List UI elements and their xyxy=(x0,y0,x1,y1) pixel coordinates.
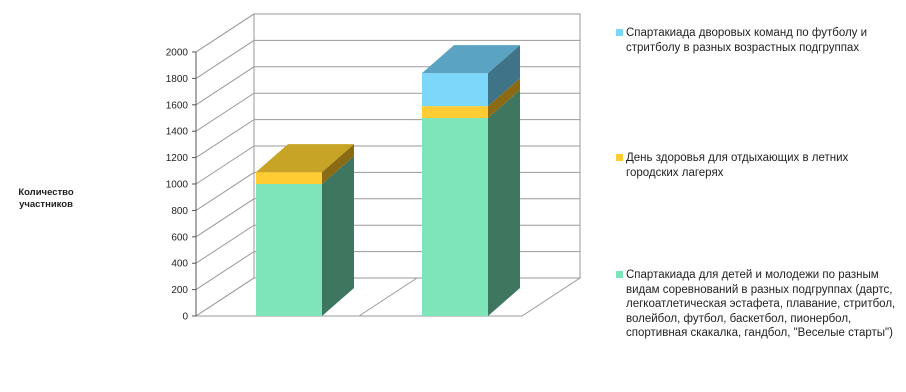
bar-segment-side xyxy=(322,144,354,184)
y-tick-label: 400 xyxy=(171,259,188,270)
legend-swatch xyxy=(616,29,623,36)
y-tick-label: 1000 xyxy=(166,180,189,191)
y-tick-label: 1600 xyxy=(166,100,189,111)
chart-walls xyxy=(194,13,582,317)
legend-item-youth-spartakiad: Спартакиада для детей и молодежи по разн… xyxy=(616,268,904,341)
bar-segment-side xyxy=(488,78,520,118)
bar-segment-side xyxy=(488,45,520,107)
legend-item-health-day: День здоровья для отдыхающих в летних го… xyxy=(616,151,904,180)
bar-segment-front xyxy=(422,106,488,118)
y-axis-label: Количество участников xyxy=(18,187,74,210)
legend-label: День здоровья для отдыхающих в летних го… xyxy=(626,152,849,179)
y-tick-label: 800 xyxy=(171,206,188,217)
bar-segment-front xyxy=(256,172,322,184)
bar-top xyxy=(256,144,354,173)
bar-segment-front xyxy=(256,184,322,316)
y-tick-label: 1400 xyxy=(166,127,189,138)
gridline xyxy=(195,39,580,79)
legend-swatch xyxy=(616,154,623,161)
legend-label: Спартакиада для детей и молодежи по разн… xyxy=(626,269,896,339)
bar-segment-side xyxy=(488,90,520,316)
bars xyxy=(256,45,520,316)
y-tick-label: 200 xyxy=(171,285,188,296)
y-tick-label: 1800 xyxy=(166,74,189,85)
bar-segment-front xyxy=(422,118,488,316)
y-tick-label: 600 xyxy=(171,232,188,243)
gridline xyxy=(195,13,580,53)
legend-label: Спартакиада дворовых команд по футболу и… xyxy=(626,27,868,54)
bar-segment-side xyxy=(322,156,354,316)
bar-top xyxy=(422,45,520,74)
y-tick-label: 1200 xyxy=(166,153,189,164)
y-tick-label: 2000 xyxy=(166,48,189,59)
y-axis: 0 200 400 600 800 1000 1200 1400 1600 1800 2000 xyxy=(166,48,197,323)
floor-divider xyxy=(358,277,418,317)
legend-swatch xyxy=(616,271,623,278)
y-tick-label: 0 xyxy=(182,312,188,323)
legend-item-courtyard-spartakiad: Спартакиада дворовых команд по футболу и… xyxy=(616,26,904,55)
bar-segment-front xyxy=(422,73,488,107)
